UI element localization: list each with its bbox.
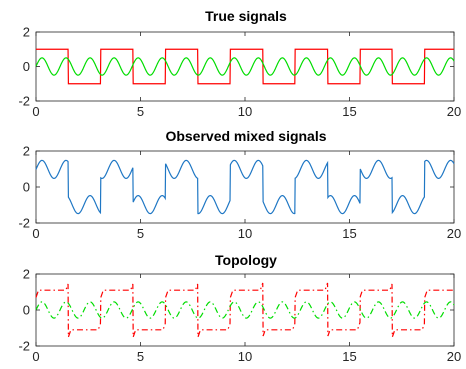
plot-area (35, 150, 455, 224)
series-layer (35, 159, 455, 215)
y-tick-label: -2 (18, 339, 30, 354)
ticks-layer: 0 5 10 15 20-202 (18, 267, 461, 365)
y-tick-label: 0 (23, 303, 30, 318)
x-tick-label: 0 (32, 104, 39, 119)
x-tick-label: 0 (32, 349, 39, 364)
series-line-1 (35, 57, 455, 76)
y-tick-label: 2 (23, 25, 30, 40)
x-tick-label: 5 (137, 226, 144, 241)
y-tick-label: 2 (23, 267, 30, 282)
plot-area (35, 273, 455, 347)
x-tick-label: 15 (342, 104, 356, 119)
x-tick-label: 0 (32, 226, 39, 241)
panel-true-signals: True signals 0 5 10 15 20-202 (18, 8, 461, 119)
panel-topology: Topology 0 5 10 15 20-202 (18, 252, 461, 364)
plot-area (35, 31, 455, 102)
chart-title: Observed mixed signals (165, 128, 326, 144)
series-line-0 (36, 48, 454, 85)
x-tick-label: 15 (342, 349, 356, 364)
x-tick-label: 20 (447, 104, 461, 119)
y-tick-label: -2 (18, 94, 30, 109)
series-line-0 (35, 159, 455, 215)
x-tick-label: 20 (447, 349, 461, 364)
x-tick-label: 5 (137, 104, 144, 119)
ticks-layer: 0 5 10 15 20-202 (18, 144, 461, 242)
series-layer (35, 48, 455, 85)
x-tick-label: 10 (238, 104, 252, 119)
x-tick-label: 20 (447, 226, 461, 241)
x-tick-label: 15 (342, 226, 356, 241)
y-tick-label: 0 (23, 180, 30, 195)
panel-observed-mixed-signals: Observed mixed signals 0 5 10 15 20-202 (18, 128, 461, 241)
x-tick-label: 5 (137, 349, 144, 364)
series-layer (35, 282, 455, 338)
ticks-layer: 0 5 10 15 20-202 (18, 25, 461, 120)
series-line-0 (35, 282, 454, 338)
x-tick-label: 10 (238, 349, 252, 364)
chart-title: Topology (215, 252, 277, 268)
chart-title: True signals (205, 8, 287, 24)
y-tick-label: -2 (18, 216, 30, 231)
x-tick-label: 10 (238, 226, 252, 241)
y-tick-label: 0 (23, 59, 30, 74)
y-tick-label: 2 (23, 144, 30, 159)
